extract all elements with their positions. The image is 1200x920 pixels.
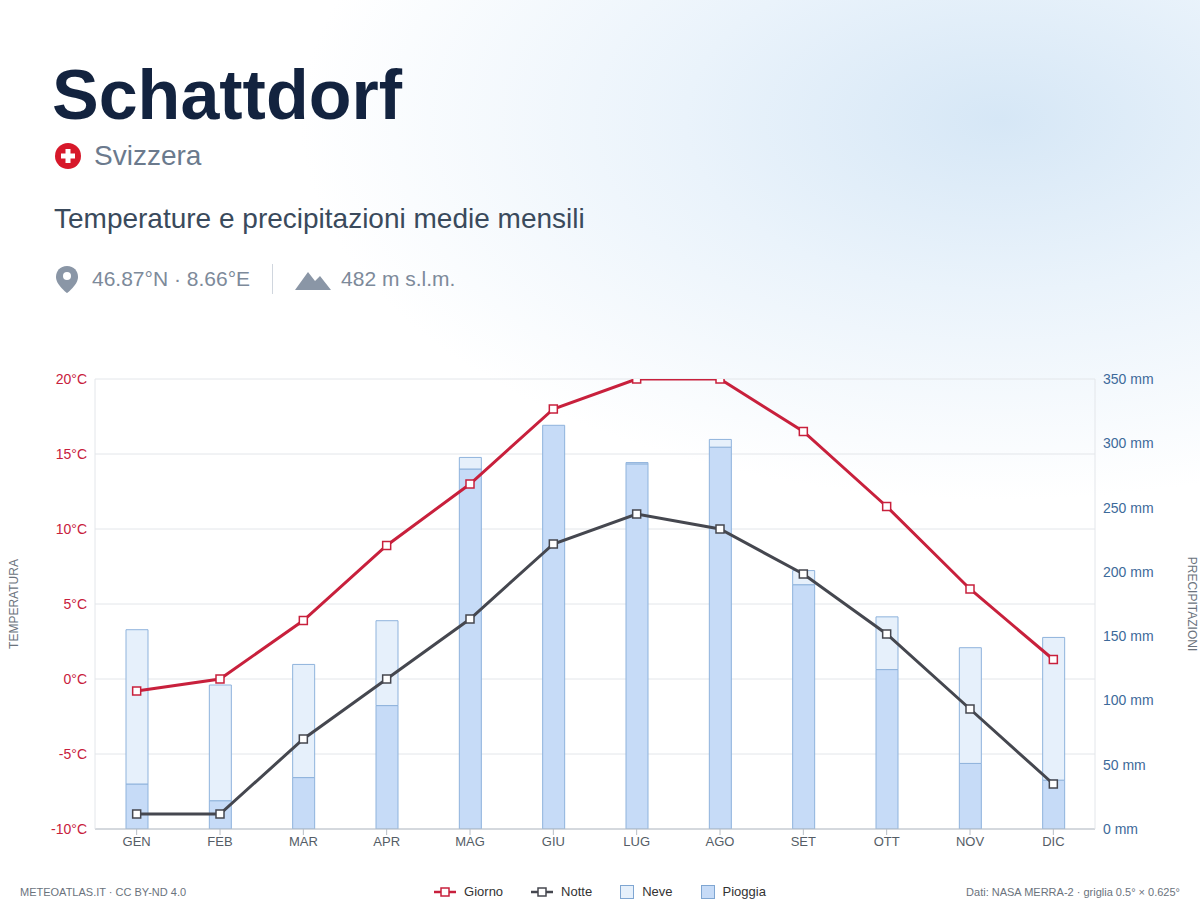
- svg-text:NOV: NOV: [956, 834, 985, 849]
- html-text:Svizzera: Svizzera: [94, 140, 202, 171]
- svg-text:SET: SET: [791, 834, 816, 849]
- svg-text:5°C: 5°C: [64, 596, 88, 612]
- svg-text:10°C: 10°C: [56, 521, 87, 537]
- svg-text:FEB: FEB: [207, 834, 232, 849]
- svg-text:AGO: AGO: [706, 834, 735, 849]
- svg-text:OTT: OTT: [874, 834, 900, 849]
- svg-text:LUG: LUG: [623, 834, 650, 849]
- html-text:46.87°N · 8.66°E: 46.87°N · 8.66°E: [92, 267, 251, 290]
- svg-text:150 mm: 150 mm: [1103, 628, 1154, 644]
- svg-text:TEMPERATURA: TEMPERATURA: [7, 559, 21, 649]
- svg-text:50 mm: 50 mm: [1103, 757, 1146, 773]
- html-text:Pioggia: Pioggia: [722, 884, 766, 899]
- svg-text:MAG: MAG: [455, 834, 485, 849]
- svg-text:250 mm: 250 mm: [1103, 500, 1154, 516]
- svg-text:-5°C: -5°C: [59, 746, 87, 762]
- svg-text:MAR: MAR: [289, 834, 318, 849]
- html-text:METEOATLAS.IT · CC BY-ND 4.0: METEOATLAS.IT · CC BY-ND 4.0: [20, 886, 187, 898]
- svg-text:APR: APR: [373, 834, 400, 849]
- svg-text:15°C: 15°C: [56, 446, 87, 462]
- svg-text:20°C: 20°C: [56, 371, 87, 387]
- svg-text:-10°C: -10°C: [51, 821, 87, 837]
- svg-text:350 mm: 350 mm: [1103, 371, 1154, 387]
- html-text:Notte: Notte: [561, 884, 593, 899]
- svg-text:GEN: GEN: [123, 834, 151, 849]
- html-text:482 m s.l.m.: 482 m s.l.m.: [341, 267, 456, 290]
- svg-text:DIC: DIC: [1042, 834, 1064, 849]
- svg-text:0°C: 0°C: [64, 671, 88, 687]
- html-text:Neve: Neve: [642, 884, 673, 899]
- html-text:Temperature e precipitazioni m: Temperature e precipitazioni medie mensi…: [54, 203, 585, 234]
- svg-text:200 mm: 200 mm: [1103, 564, 1154, 580]
- html-text:Dati: NASA MERRA-2 · griglia 0: Dati: NASA MERRA-2 · griglia 0.5° × 0.62…: [966, 886, 1180, 898]
- html-text:Schattdorf: Schattdorf: [52, 56, 402, 134]
- svg-text:100 mm: 100 mm: [1103, 692, 1154, 708]
- svg-text:0 mm: 0 mm: [1103, 821, 1138, 837]
- html-text:Giorno: Giorno: [464, 884, 504, 899]
- svg-text:300 mm: 300 mm: [1103, 435, 1154, 451]
- svg-text:GIU: GIU: [542, 834, 565, 849]
- svg-text:PRECIPITAZIONI: PRECIPITAZIONI: [1185, 557, 1199, 651]
